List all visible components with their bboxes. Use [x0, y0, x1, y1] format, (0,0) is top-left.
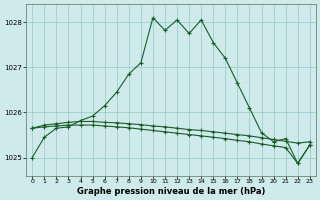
X-axis label: Graphe pression niveau de la mer (hPa): Graphe pression niveau de la mer (hPa) — [77, 187, 265, 196]
